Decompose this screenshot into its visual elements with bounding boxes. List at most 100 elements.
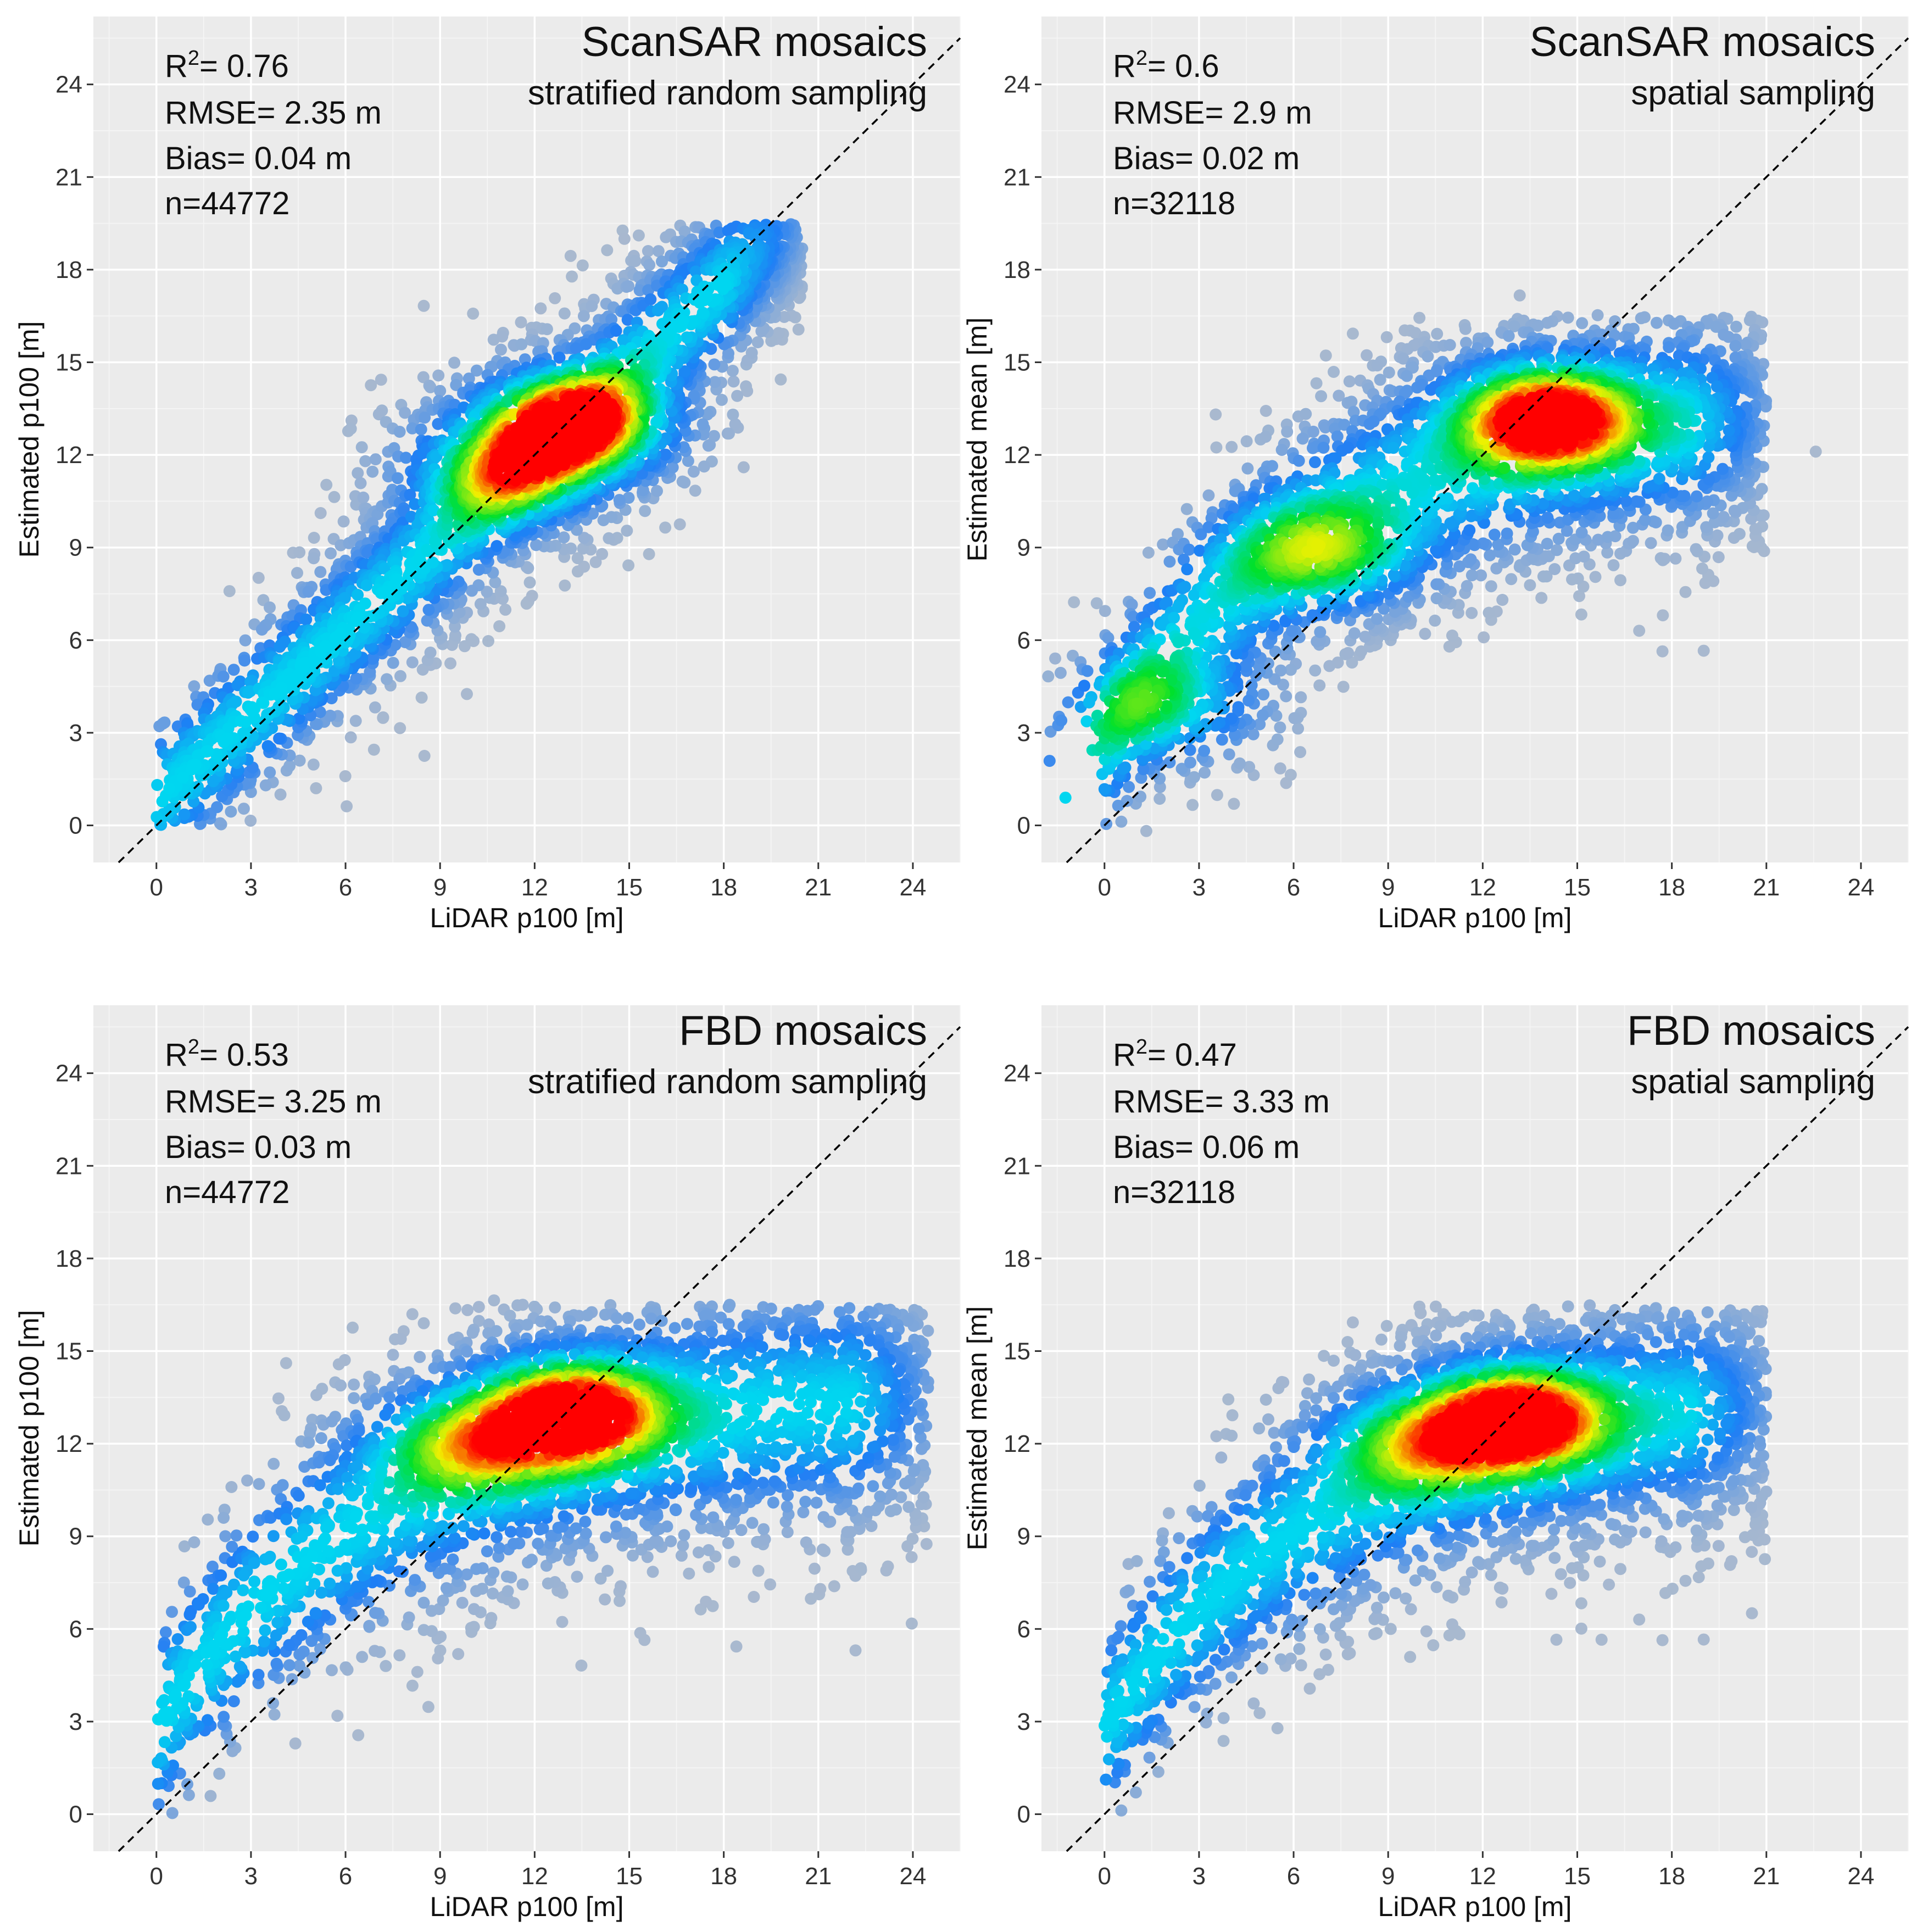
- data-point: [558, 307, 571, 320]
- data-point: [314, 566, 327, 578]
- data-point: [637, 484, 649, 497]
- data-point: [1502, 330, 1515, 342]
- data-point: [1307, 425, 1319, 438]
- data-point: [570, 342, 582, 355]
- data-point: [597, 514, 610, 526]
- data-point: [633, 284, 646, 297]
- y-tick-label: 12: [55, 442, 82, 469]
- data-point: [1370, 613, 1383, 625]
- data-point: [603, 532, 615, 544]
- data-point: [1401, 343, 1414, 355]
- data-point: [300, 613, 313, 626]
- data-point: [1459, 322, 1472, 335]
- data-point: [406, 656, 419, 669]
- data-point: [211, 801, 224, 814]
- data-point: [740, 380, 753, 393]
- data-point: [1180, 503, 1193, 515]
- data-point: [1722, 331, 1735, 343]
- data-point: [1242, 694, 1255, 707]
- data-point: [1746, 540, 1759, 553]
- data-point: [325, 547, 337, 560]
- data-point: [1701, 495, 1713, 508]
- data-point: [1026, 706, 1038, 719]
- data-point: [1483, 606, 1495, 619]
- data-point: [401, 592, 414, 604]
- data-point: [1430, 365, 1443, 377]
- y-tick-label: 0: [69, 812, 82, 839]
- data-point: [751, 336, 764, 348]
- data-point: [1328, 366, 1340, 378]
- data-point: [727, 408, 739, 421]
- data-point: [1607, 507, 1620, 520]
- data-point: [656, 255, 668, 268]
- data-point: [722, 347, 734, 360]
- data-point: [1310, 377, 1323, 389]
- data-point: [461, 688, 473, 700]
- data-point: [448, 357, 461, 369]
- data-point: [415, 691, 428, 704]
- data-point: [1311, 635, 1323, 648]
- data-point: [1668, 318, 1680, 330]
- data-point: [238, 654, 251, 667]
- data-point: [701, 408, 714, 421]
- y-tick-label: 21: [55, 164, 82, 191]
- data-point: [417, 371, 430, 383]
- data-point: [1181, 563, 1194, 576]
- data-point: [1481, 336, 1494, 349]
- data-point: [1054, 666, 1067, 679]
- data-point: [721, 427, 734, 440]
- data-point: [399, 407, 411, 419]
- y-tick-label: 18: [55, 257, 82, 283]
- data-point: [1532, 319, 1544, 332]
- data-point: [1409, 327, 1422, 339]
- data-point: [1662, 524, 1674, 537]
- data-point: [1537, 570, 1550, 583]
- data-point: [1348, 627, 1361, 639]
- data-point: [1508, 543, 1521, 556]
- data-point: [1651, 316, 1663, 329]
- data-point: [1241, 462, 1254, 475]
- data-point: [1112, 799, 1124, 812]
- data-point: [774, 373, 787, 386]
- data-point: [388, 578, 400, 591]
- data-point: [217, 670, 230, 683]
- data-point: [264, 601, 276, 614]
- data-point: [1314, 626, 1327, 638]
- data-point: [1413, 311, 1426, 324]
- data-point: [163, 782, 176, 795]
- data-point: [188, 680, 200, 693]
- data-point: [1809, 446, 1822, 458]
- data-point: [1309, 456, 1321, 469]
- data-point: [324, 709, 337, 722]
- data-point: [1202, 489, 1215, 502]
- data-point: [178, 808, 191, 821]
- data-point: [1012, 767, 1024, 780]
- data-point: [1566, 573, 1578, 586]
- data-point: [1562, 311, 1574, 324]
- data-point: [274, 788, 287, 801]
- data-point: [1371, 359, 1384, 372]
- data-point: [553, 352, 566, 364]
- data-point: [1140, 825, 1152, 837]
- data-point: [726, 365, 739, 377]
- data-point: [381, 673, 393, 686]
- data-point: [255, 623, 268, 636]
- data-point: [1286, 625, 1298, 637]
- data-point: [586, 300, 598, 313]
- data-point: [731, 389, 744, 402]
- data-point: [369, 701, 381, 714]
- data-point: [554, 426, 567, 438]
- y-tick-label: 24: [55, 71, 82, 98]
- data-point: [564, 249, 577, 262]
- data-point: [1284, 664, 1297, 676]
- data-point: [291, 567, 303, 579]
- data-point: [432, 369, 445, 382]
- data-point: [681, 331, 693, 344]
- x-tick-label: 24: [899, 874, 926, 901]
- data-point: [1198, 744, 1211, 757]
- data-point: [1492, 538, 1504, 551]
- data-point: [1049, 652, 1061, 665]
- data-point: [1001, 743, 1013, 755]
- data-point: [264, 766, 276, 779]
- data-point: [1416, 378, 1428, 391]
